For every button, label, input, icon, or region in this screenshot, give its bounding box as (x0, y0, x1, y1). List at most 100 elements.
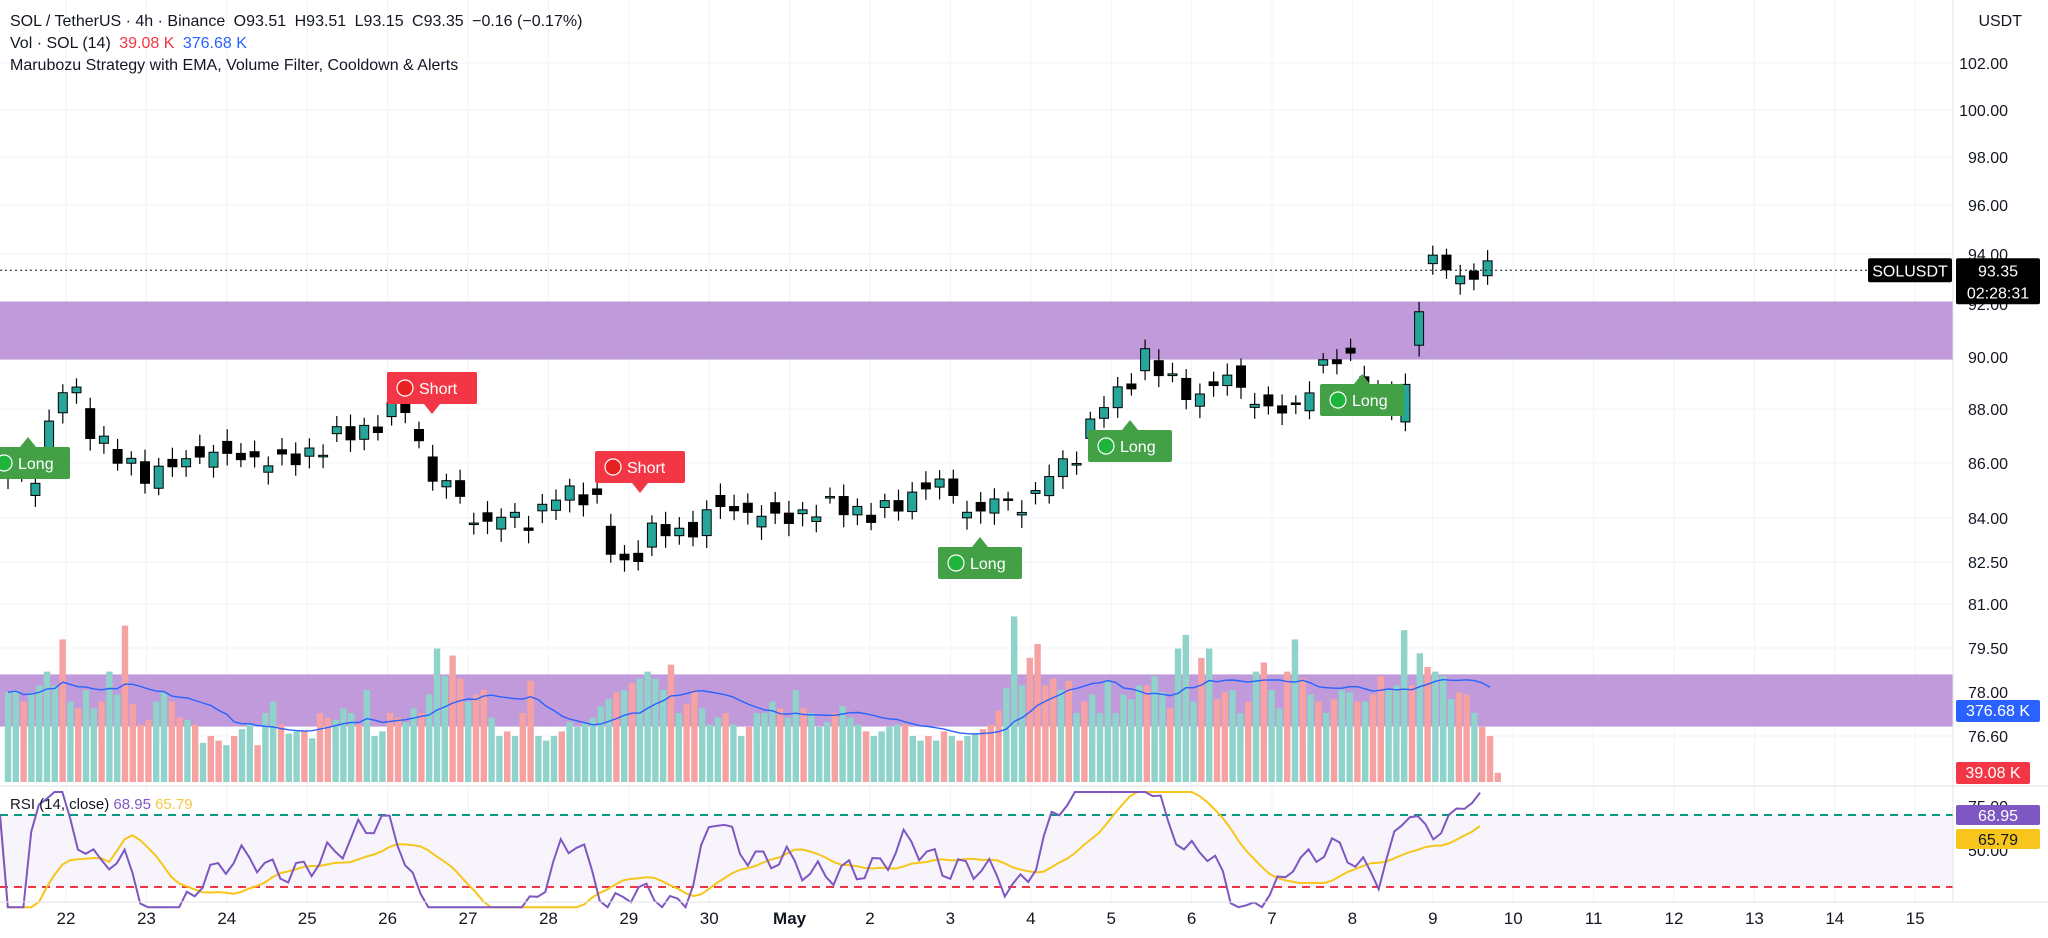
volume-bar (1284, 671, 1291, 782)
volume-bar (1213, 699, 1221, 782)
volume-bar (387, 713, 394, 782)
low-value: L93.15 (354, 13, 404, 30)
volume-bar (605, 699, 612, 782)
candle (455, 480, 466, 497)
volume-bar (1018, 685, 1026, 782)
time-tick-label: 14 (1825, 909, 1844, 928)
volume-bar (628, 683, 636, 782)
candle (1263, 394, 1274, 407)
volume-bar (433, 648, 441, 782)
volume-bar (1057, 690, 1065, 782)
volume-bar (1104, 680, 1111, 782)
volume-bar (1291, 639, 1299, 782)
time-tick-label: 5 (1106, 909, 1115, 928)
volume-bar (457, 678, 464, 782)
candle (1003, 498, 1014, 501)
volume-bar (964, 736, 971, 782)
volume-bar (589, 717, 597, 782)
volume-bar (1307, 694, 1314, 782)
volume-bar (1050, 678, 1057, 782)
open-value: O93.51 (233, 13, 287, 30)
volume-bar (1440, 676, 1447, 782)
volume-bar (1424, 667, 1431, 782)
volume-bar (1245, 701, 1252, 782)
time-tick-label: 11 (1585, 909, 1603, 928)
candle (235, 452, 246, 461)
rsi-badge (1956, 805, 2040, 825)
volume-bar (246, 724, 253, 782)
volume-bar (75, 708, 82, 782)
volume-bar (1112, 713, 1119, 782)
candle (167, 458, 178, 468)
time-tick-label: 9 (1428, 909, 1437, 928)
volume-bar (270, 701, 277, 782)
volume-bar (1073, 713, 1080, 782)
price-tick-label: 100.00 (1959, 103, 2008, 120)
volume-bar (987, 724, 994, 782)
time-tick-label: 4 (1026, 909, 1035, 928)
volume-bar (472, 694, 480, 782)
volume-bar (753, 713, 760, 782)
volume-bar (426, 694, 433, 782)
volume-bar (20, 701, 27, 782)
volume-bar (1299, 678, 1306, 782)
volume-ma-badge (1956, 700, 2040, 722)
symbol-title[interactable]: SOL / TetherUS · 4h · Binance (10, 13, 226, 30)
volume-bar (418, 713, 425, 782)
candle (783, 512, 794, 524)
candle (222, 440, 233, 454)
volume-bar (98, 701, 105, 782)
candle (427, 456, 438, 482)
volume-bar (1323, 713, 1330, 782)
volume-bar (886, 726, 893, 782)
volume-bar (1034, 644, 1041, 782)
volume-bar (1089, 694, 1096, 782)
candle (386, 401, 397, 418)
signal-box (595, 451, 685, 483)
volume-bar (823, 722, 831, 782)
support-resistance-zone (0, 674, 1953, 727)
symbol-badge (1868, 258, 1952, 283)
volume-bar (504, 731, 511, 782)
signal-dot-icon (396, 379, 414, 397)
candle (564, 485, 575, 501)
volume-bar (371, 736, 378, 782)
volume-last-badge-text: 39.08 K (1965, 765, 2020, 782)
volume-bar (1315, 701, 1322, 782)
volume-bar (527, 680, 534, 782)
volume-bar (363, 690, 370, 782)
volume-bar (1447, 699, 1455, 782)
volume-bar (51, 685, 58, 782)
candle (1030, 490, 1041, 494)
volume-ma-badge-text: 376.68 K (1966, 703, 2030, 720)
strategy-legend[interactable]: Marubozu Strategy with EMA, Volume Filte… (10, 57, 462, 75)
volume-bar (582, 722, 589, 782)
signal-pointer (1354, 374, 1370, 384)
candle (30, 482, 41, 496)
volume-bar (59, 639, 66, 782)
signal-dot-icon (1329, 391, 1347, 409)
time-tick-label: 13 (1745, 909, 1764, 928)
signal-dot-icon (947, 554, 965, 572)
candle (1468, 270, 1479, 280)
candle (1167, 373, 1178, 377)
volume-bar (1237, 713, 1244, 782)
volume-bar (1494, 772, 1501, 782)
volume-bar (1182, 634, 1189, 782)
volume-bar (324, 717, 331, 782)
volume-bar (862, 731, 870, 782)
volume-bar (348, 713, 355, 782)
volume-bar (192, 724, 199, 782)
candle (866, 514, 877, 523)
rsi-legend[interactable]: RSI (14, close) 68.95 65.79 (10, 796, 193, 813)
candle (290, 453, 301, 466)
volume-legend[interactable]: Vol · SOL (14) 39.08 K 376.68 K (10, 35, 251, 53)
strategy-name: Marubozu Strategy with EMA, Volume Filte… (10, 57, 459, 74)
candle (688, 521, 698, 538)
currency-label[interactable]: USDT (1978, 13, 2022, 30)
volume-bar (956, 740, 963, 782)
candle (509, 511, 520, 518)
volume-bar (332, 719, 339, 782)
volume-bar (691, 690, 698, 782)
